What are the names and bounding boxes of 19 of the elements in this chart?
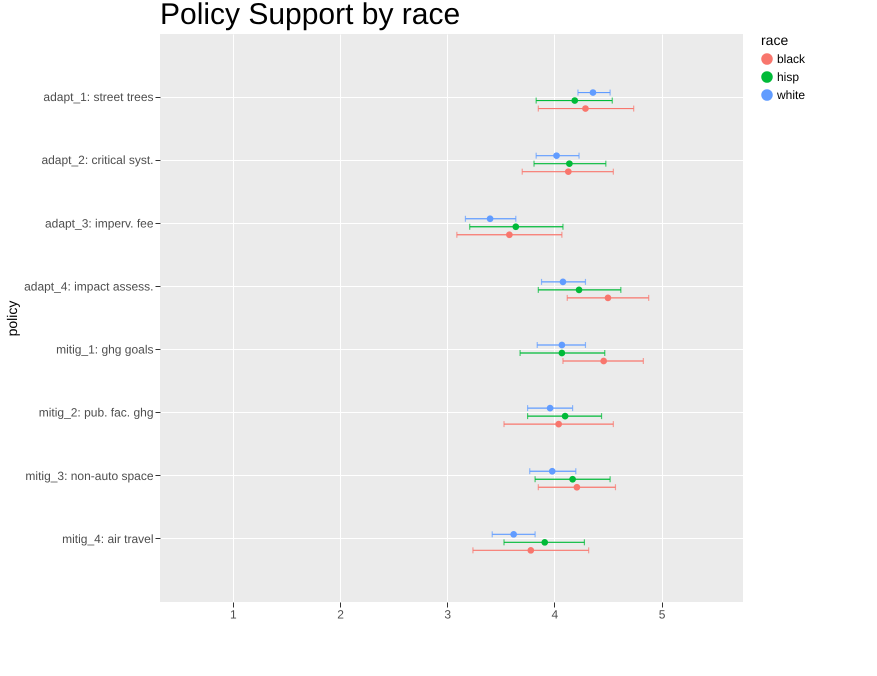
y-tick-label: mitig_3: non-auto space [25, 468, 154, 483]
x-tick-label: 3 [444, 608, 452, 622]
y-tick-label: mitig_4: air travel [62, 532, 154, 546]
chart-title: Policy Support by race [160, 0, 460, 31]
y-axis-title: policy [4, 300, 20, 336]
y-tick-label: adapt_2: critical syst. [41, 153, 154, 168]
x-tick-label: 5 [658, 608, 666, 622]
legend-label: hisp [777, 70, 800, 84]
x-tick-label: 4 [552, 608, 559, 622]
legend-label: black [777, 52, 806, 66]
x-tick-label: 1 [230, 608, 238, 622]
y-tick-label: adapt_1: street trees [43, 90, 154, 104]
x-tick-label: 2 [337, 608, 344, 622]
y-tick-label: adapt_3: imperv. fee [44, 216, 154, 230]
y-tick-label: mitig_2: pub. fac. ghg [38, 406, 154, 420]
legend-label: white [776, 88, 806, 102]
legend-title: race [761, 32, 788, 48]
y-tick-label: adapt_4: impact assess. [24, 279, 154, 294]
y-tick-label: mitig_1: ghg goals [56, 342, 154, 357]
